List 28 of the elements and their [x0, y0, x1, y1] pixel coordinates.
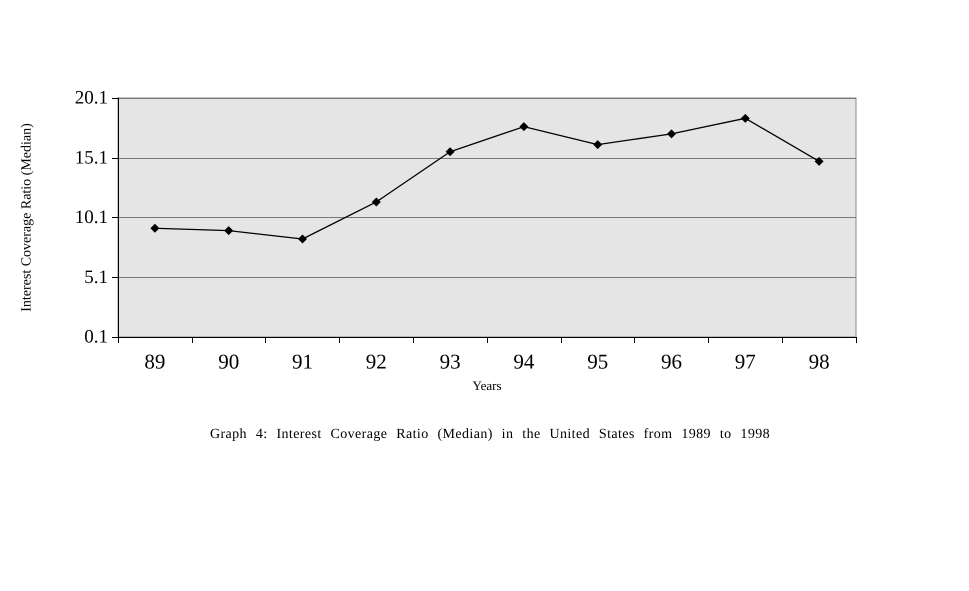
point: [814, 156, 824, 166]
x-axis-title: Years: [472, 378, 502, 393]
x-tick-label: 91: [292, 350, 313, 374]
point: [446, 147, 455, 156]
y-axis-title: Interest Coverage Ratio (Median): [20, 122, 34, 312]
y-tick-label: 15.1: [74, 147, 108, 168]
y-tick-label: 10.1: [74, 207, 108, 228]
x-tick-label: 92: [366, 350, 387, 374]
x-tick-label: 89: [144, 350, 166, 374]
point: [224, 226, 234, 236]
x-tick-label: 93: [440, 350, 461, 374]
point: [519, 122, 528, 132]
point: [667, 129, 676, 138]
x-tick-label: 95: [587, 350, 608, 374]
x-tick-label: 96: [661, 350, 682, 374]
y-tick-label: 20.1: [74, 88, 108, 108]
point: [740, 114, 750, 123]
x-tick-label: 90: [218, 350, 240, 374]
x-tick-label: 94: [513, 350, 535, 374]
point: [593, 140, 602, 150]
point: [150, 224, 160, 233]
x-tick-label: 97: [734, 350, 756, 374]
x-tick-label: 98: [808, 350, 830, 374]
y-tick-label: 0.1: [84, 326, 108, 348]
point: [298, 234, 307, 244]
caption: Graph 4: Interest Coverage Ratio (Median) in the United States from 1989 to 1998: [208, 426, 772, 444]
y-tick-label: 5.1: [84, 266, 108, 288]
point: [372, 197, 381, 206]
